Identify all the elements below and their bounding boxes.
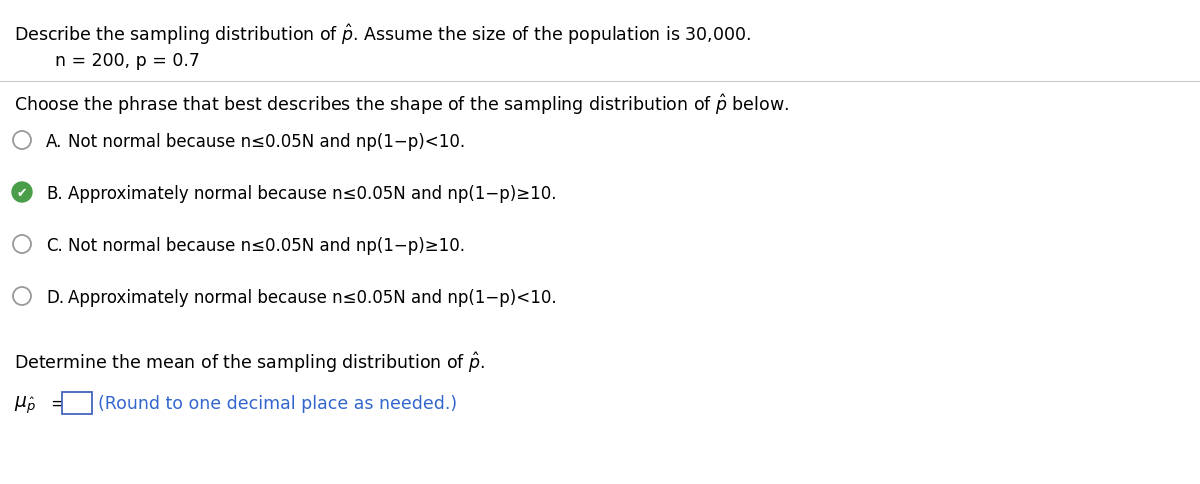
Text: Choose the phrase that best describes the shape of the sampling distribution of : Choose the phrase that best describes th… <box>14 92 788 117</box>
Text: A.: A. <box>46 133 62 151</box>
Text: ✔: ✔ <box>17 187 28 200</box>
Text: n = 200, p = 0.7: n = 200, p = 0.7 <box>55 52 200 70</box>
Text: D.: D. <box>46 288 64 306</box>
Text: Determine the mean of the sampling distribution of $\hat{p}$.: Determine the mean of the sampling distr… <box>14 349 485 374</box>
Text: Approximately normal because n≤0.05N and np(1−p)<10.: Approximately normal because n≤0.05N and… <box>68 288 557 306</box>
Text: Not normal because n≤0.05N and np(1−p)≥10.: Not normal because n≤0.05N and np(1−p)≥1… <box>68 237 466 255</box>
Text: $\mu_{\hat{p}}$: $\mu_{\hat{p}}$ <box>14 394 36 416</box>
Text: B.: B. <box>46 184 62 203</box>
Text: C.: C. <box>46 237 62 255</box>
Text: Not normal because n≤0.05N and np(1−p)<10.: Not normal because n≤0.05N and np(1−p)<1… <box>68 133 466 151</box>
Text: Approximately normal because n≤0.05N and np(1−p)≥10.: Approximately normal because n≤0.05N and… <box>68 184 557 203</box>
Text: (Round to one decimal place as needed.): (Round to one decimal place as needed.) <box>98 394 457 412</box>
Circle shape <box>12 182 32 203</box>
Bar <box>62 392 92 414</box>
Text: =: = <box>50 394 65 412</box>
Text: Describe the sampling distribution of $\hat{p}$. Assume the size of the populati: Describe the sampling distribution of $\… <box>14 22 751 46</box>
